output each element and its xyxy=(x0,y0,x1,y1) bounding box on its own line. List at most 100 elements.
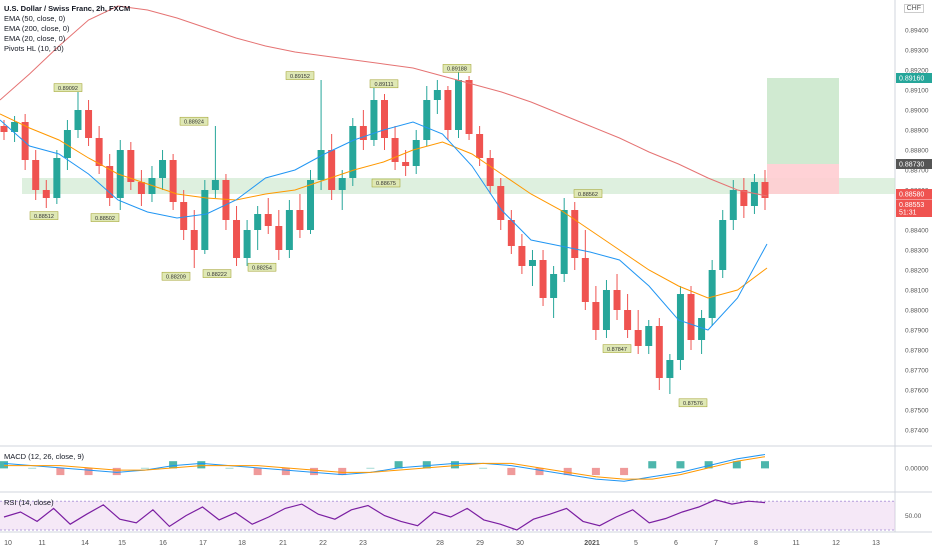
candle-body xyxy=(328,150,336,190)
pivot-label-bg xyxy=(179,116,209,126)
pivot-label-bg xyxy=(573,189,603,198)
macd-signal-line xyxy=(4,456,766,480)
candle-body xyxy=(233,220,241,258)
candle-body xyxy=(719,220,727,270)
candle-body xyxy=(307,180,315,230)
pivot-label-text: 0.87847 xyxy=(607,347,627,353)
pivot-label: 0.88512 xyxy=(29,211,59,220)
x-tick-label: 14 xyxy=(81,540,89,547)
x-tick-label: 7 xyxy=(714,540,718,547)
y-tick-label: 0.87800 xyxy=(905,348,929,355)
macd-histogram-bar xyxy=(394,461,403,469)
chart-legend: U.S. Dollar / Swiss Franc, 2h, FXCM EMA … xyxy=(4,4,130,54)
candle-body xyxy=(32,160,40,190)
y-tick-label: 0.87400 xyxy=(905,428,929,435)
candle-body xyxy=(180,202,188,230)
pivot-label-bg xyxy=(285,71,315,80)
pivot-label: 0.89152 xyxy=(285,71,315,80)
candle-body xyxy=(391,138,399,162)
candle-body xyxy=(127,150,135,182)
macd-histogram-bar xyxy=(197,461,206,469)
candle-body xyxy=(222,180,230,220)
pivot-label-text: 0.89111 xyxy=(374,82,393,88)
candle-body xyxy=(676,294,684,360)
macd-histogram-bar xyxy=(253,467,262,476)
candle-body xyxy=(264,214,272,226)
candle-body xyxy=(63,130,71,158)
x-tick-label: 8 xyxy=(754,540,758,547)
y-tick-label: 0.89400 xyxy=(905,28,929,35)
price-tag: 51:31 xyxy=(899,210,917,217)
candle-body xyxy=(296,210,304,230)
x-tick-label: 12 xyxy=(832,540,840,547)
candle-body xyxy=(412,140,420,166)
x-tick-label: 2021 xyxy=(584,540,600,547)
price-tag-bg xyxy=(896,207,932,217)
candle-body xyxy=(560,210,568,274)
candle-body xyxy=(698,318,706,340)
macd-histogram-bar xyxy=(535,467,544,476)
y-tick-label: 0.88200 xyxy=(905,268,929,275)
candle-body xyxy=(254,214,262,230)
pivot-label: 0.88924 xyxy=(179,116,209,126)
x-tick-label: 21 xyxy=(279,540,287,547)
pivot-label-text: 0.88209 xyxy=(166,274,186,280)
ema-line-2 xyxy=(0,119,768,331)
pivot-label-text: 0.88924 xyxy=(184,119,204,125)
candle-body xyxy=(571,210,579,258)
pivot-label-bg xyxy=(202,269,232,278)
x-tick-label: 13 xyxy=(872,540,880,547)
y-tick-label: 0.89100 xyxy=(905,88,929,95)
candle-body xyxy=(539,260,547,298)
pivot-label-bg xyxy=(161,271,191,281)
x-tick-label: 16 xyxy=(159,540,167,547)
macd-histogram-bar xyxy=(140,467,149,469)
candle-body xyxy=(613,290,621,310)
candle-body xyxy=(190,230,198,250)
pivot-label: 0.88222 xyxy=(202,269,232,278)
x-tick-label: 29 xyxy=(476,540,484,547)
ema-line-1 xyxy=(0,113,768,299)
candle-body xyxy=(476,134,484,158)
price-tag: 0.88730 xyxy=(899,162,924,169)
candle-body xyxy=(53,158,61,198)
candle-body xyxy=(423,100,431,140)
candle-body xyxy=(518,246,526,266)
candle-body xyxy=(750,182,758,206)
pivot-label: 0.87847 xyxy=(602,344,632,353)
candle-body xyxy=(201,190,209,250)
y-tick-label: 0.88100 xyxy=(905,288,929,295)
y-tick-label: 0.88000 xyxy=(905,308,929,315)
x-tick-label: 5 xyxy=(634,540,638,547)
macd-histogram-bar xyxy=(761,461,769,469)
pivot-label-text: 0.89188 xyxy=(447,67,467,73)
ema200-label: EMA (200, close, 0) xyxy=(4,24,70,33)
x-tick-label: 10 xyxy=(4,540,12,547)
price-tag: 0.89160 xyxy=(899,76,924,83)
candle-body xyxy=(507,220,515,246)
macd-histogram-bar xyxy=(84,467,93,476)
macd-histogram-bar xyxy=(648,461,657,469)
currency-badge[interactable]: CHF xyxy=(903,4,924,13)
price-tag: 0.88553 xyxy=(899,202,924,209)
macd-histogram-bar xyxy=(169,461,178,469)
candle-body xyxy=(21,122,29,160)
macd-histogram-bar xyxy=(422,461,431,469)
macd-histogram-bar xyxy=(56,467,65,476)
x-tick-label: 23 xyxy=(359,540,367,547)
candle-body xyxy=(687,294,695,340)
pivot-label-bg xyxy=(90,213,120,222)
x-tick-label: 17 xyxy=(199,540,207,547)
pivot-label: 0.88502 xyxy=(90,213,120,222)
candle-body xyxy=(349,126,357,178)
candle-body xyxy=(433,90,441,100)
pivot-label-bg xyxy=(678,398,708,408)
candle-body xyxy=(402,162,410,166)
macd-histogram-bar xyxy=(310,467,319,476)
candle-body xyxy=(528,260,536,266)
candle-body xyxy=(85,110,93,138)
y-tick-label: 0.88900 xyxy=(905,128,929,135)
macd-histogram-bar xyxy=(450,461,459,469)
ema-line-0 xyxy=(0,5,768,197)
